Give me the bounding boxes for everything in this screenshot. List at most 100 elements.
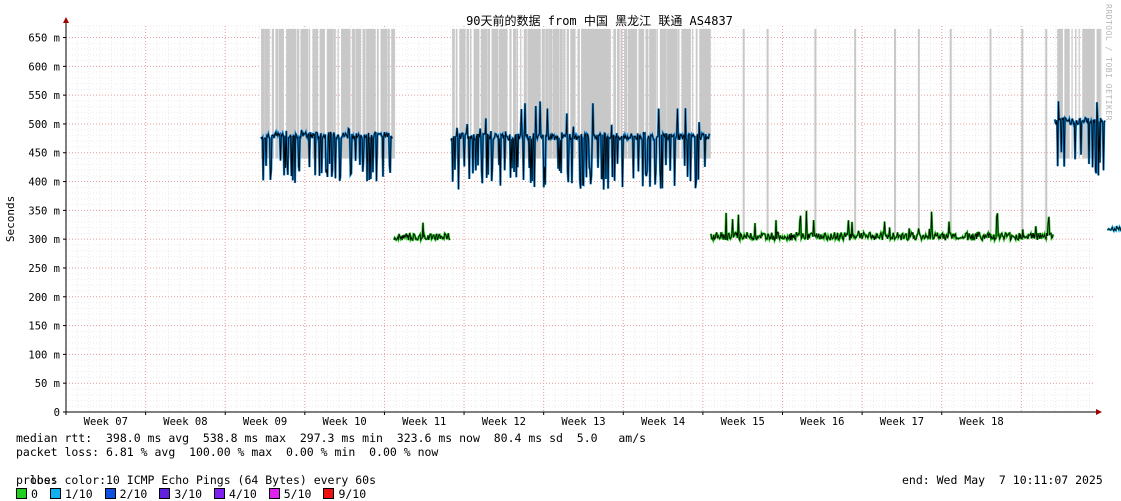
loss-color-label-text: 9/10 [338, 487, 367, 501]
loss-bar [702, 28, 708, 159]
loss-bar [659, 28, 666, 159]
loss-bar [509, 28, 512, 159]
loss-bar [477, 28, 480, 159]
loss-bar [1078, 28, 1080, 159]
loss-bar [278, 28, 283, 159]
loss-bar [706, 28, 711, 159]
y-tick-label: 0 [54, 407, 60, 419]
y-tick-label: 650 m [28, 33, 60, 45]
loss-bar [1021, 28, 1024, 234]
loss-bar [641, 28, 644, 159]
loss-bar [854, 28, 857, 234]
loss-bar [541, 28, 545, 159]
loss-bar [570, 28, 576, 159]
y-tick-label: 550 m [28, 90, 60, 102]
y-tick-label: 250 m [28, 263, 60, 275]
loss-bar [268, 28, 270, 159]
loss-bar [473, 28, 480, 159]
end-time: end: Wed May 7 10:11:07 2025 [902, 473, 1103, 487]
loss-bar [330, 28, 334, 159]
loss-bar [1075, 28, 1077, 159]
loss-bar [495, 28, 499, 159]
loss-bar [387, 28, 390, 159]
loss-bar [667, 28, 673, 159]
y-tick-label: 150 m [28, 321, 60, 333]
loss-bar [344, 28, 351, 159]
y-tick-label: 450 m [28, 148, 60, 160]
loss-bar [351, 28, 356, 159]
loss-bar [624, 28, 628, 159]
y-tick-label: 100 m [28, 349, 60, 361]
loss-bar [577, 28, 580, 159]
loss-color-label-text: 0 [31, 487, 38, 501]
loss-bar [1096, 28, 1101, 159]
loss-bar [282, 28, 284, 159]
loss-bar [649, 28, 654, 159]
loss-bar [692, 28, 694, 159]
loss-bar [271, 28, 275, 159]
y-axis-arrow [63, 17, 69, 23]
loss-color-label-text: 3/10 [174, 487, 203, 501]
loss-bar [491, 28, 496, 159]
loss-bar [300, 28, 306, 159]
loss-bar [591, 28, 598, 159]
loss-color-item: 1/10 [49, 487, 93, 501]
x-tick-label: Week 18 [959, 416, 1003, 428]
y-tick-label: 400 m [28, 177, 60, 189]
x-tick-label: Week 12 [482, 416, 526, 428]
loss-bar [452, 28, 455, 159]
loss-bar [552, 28, 558, 159]
loss-bar [584, 28, 590, 159]
loss-bar [688, 28, 691, 159]
loss-bar [369, 28, 375, 159]
loss-bar [1100, 28, 1102, 159]
loss-bar [470, 28, 472, 159]
y-tick-label: 200 m [28, 292, 60, 304]
loss-bar [893, 28, 896, 234]
loss-bar [355, 28, 362, 159]
loss-bar [315, 28, 319, 159]
loss-bar [286, 28, 292, 159]
loss-bar [319, 28, 324, 159]
loss-bar [670, 28, 675, 159]
loss-bar [1045, 28, 1048, 234]
loss-bar [534, 28, 541, 159]
loss-color-label-text: 2/10 [119, 487, 148, 501]
loss-bar [527, 28, 532, 159]
loss-bar [548, 28, 553, 159]
loss-bar [304, 28, 309, 159]
loss-bar [599, 28, 604, 159]
loss-bar [652, 28, 656, 159]
loss-bars [261, 28, 1102, 234]
loss-bar [293, 28, 297, 159]
loss-bar [609, 28, 611, 159]
loss-bar [348, 28, 350, 159]
loss-bar [684, 28, 691, 159]
loss-bar [366, 28, 370, 159]
loss-bar [289, 28, 294, 159]
loss-bar [384, 28, 388, 159]
y-tick-label: 600 m [28, 61, 60, 73]
loss-bar [462, 28, 466, 159]
packet-loss-line: packet loss: 6.81 % avg 100.00 % max 0.0… [16, 445, 439, 459]
loss-color-label-text: 1/10 [64, 487, 93, 501]
chart-title: 90天前的数据 from 中国 黑龙江 联通 AS4837 [466, 13, 733, 28]
loss-bar [1057, 28, 1063, 159]
loss-bar [498, 28, 504, 159]
loss-bar [656, 28, 658, 159]
x-tick-label: Week 08 [163, 416, 207, 428]
loss-bar [513, 28, 517, 159]
loss-bar [814, 28, 817, 234]
loss-bar [520, 28, 522, 159]
loss-color-item: 9/10 [323, 487, 366, 501]
loss-bar [602, 28, 607, 159]
loss-color-item: 5/10 [268, 487, 311, 501]
loss-color-item: 2/10 [104, 487, 148, 501]
loss-bar [613, 28, 616, 159]
loss-bar [917, 28, 920, 234]
loss-bar [663, 28, 667, 159]
loss-bar [538, 28, 541, 159]
loss-bar [466, 28, 470, 159]
y-tick-label: 500 m [28, 119, 60, 131]
loss-bar [588, 28, 595, 159]
